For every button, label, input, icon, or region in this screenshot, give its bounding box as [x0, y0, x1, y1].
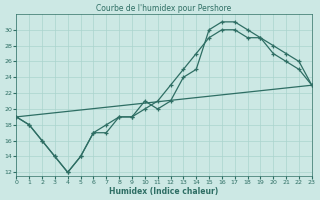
Title: Courbe de l'humidex pour Pershore: Courbe de l'humidex pour Pershore — [96, 4, 232, 13]
X-axis label: Humidex (Indice chaleur): Humidex (Indice chaleur) — [109, 187, 219, 196]
